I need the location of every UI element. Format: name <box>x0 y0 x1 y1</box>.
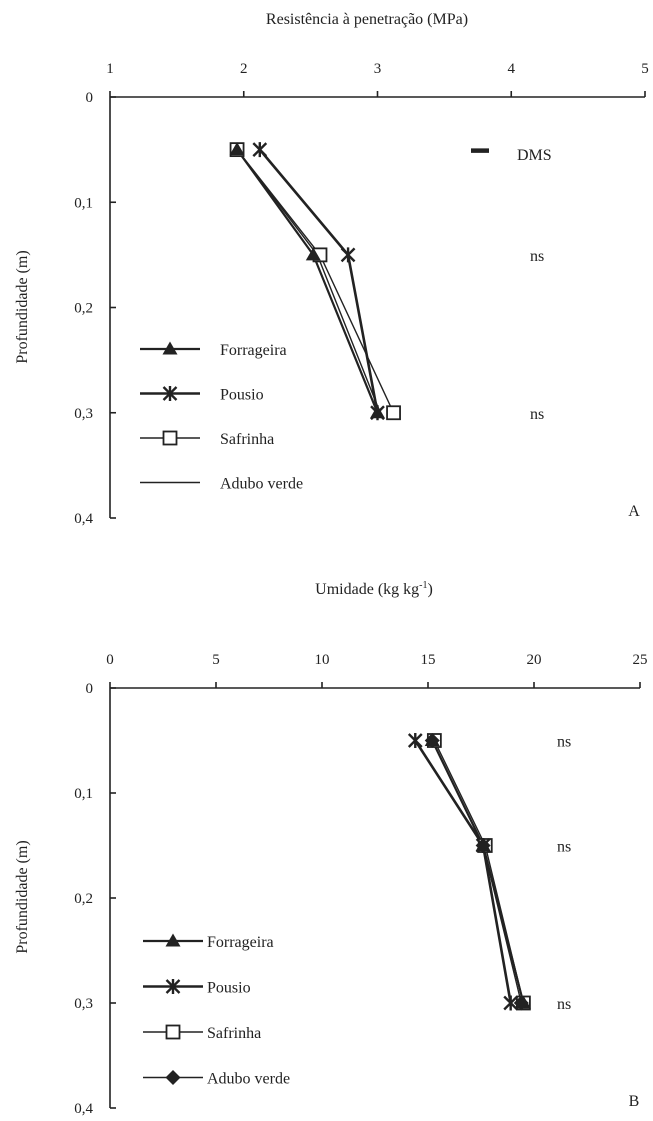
panel-b-point-adubo-verde <box>513 995 529 1011</box>
panel-b-series-line-pousio <box>414 739 512 1004</box>
legend-label: Forrageira <box>207 934 274 951</box>
legend-label: Safrinha <box>207 1025 261 1042</box>
legend-marker-asterisk <box>165 979 181 994</box>
panel-a-legend-item-pousio: Pousio <box>140 386 264 404</box>
legend-marker-square <box>162 430 178 446</box>
panel-a-plot: 1 2 3 4 5 0 0,1 0,2 0,3 0,4 ns ns Forrageira Pousio Sa… <box>74 61 649 527</box>
panel-b-x-axis-title-sup: -1 <box>419 580 427 591</box>
legend-marker-asterisk <box>162 386 178 401</box>
panel-a-point-pousio <box>370 405 385 421</box>
legend-label: Forrageira <box>220 342 287 359</box>
panel-b-y-tick-label: 0 <box>86 681 94 697</box>
panel-a-y-tick-label: 0 <box>86 90 94 106</box>
panel-a-label: A <box>628 503 640 520</box>
panel-a-series-line-pousio <box>258 148 379 413</box>
legend-marker-diamond <box>165 1070 181 1085</box>
panel-b-y-tick-label: 0,1 <box>74 786 93 802</box>
panel-b-legend: Forrageira Pousio Safrinha Adubo verde <box>143 933 290 1088</box>
panel-b-y-tick-label: 0,2 <box>74 891 93 907</box>
legend-marker-triangle <box>162 341 178 355</box>
legend-label: Adubo verde <box>207 1071 290 1088</box>
panel-a-annotation: ns <box>530 406 544 423</box>
legend-label: Pousio <box>207 980 251 997</box>
panel-b-x-tick-label: 15 <box>421 652 436 668</box>
panel-b-legend-item-adubo-verde: Adubo verde <box>143 1070 290 1088</box>
panel-a-x-tick-label: 5 <box>641 61 649 77</box>
panel-b-x-tick-label: 0 <box>106 652 114 668</box>
panel-b-point-adubo-verde <box>475 838 491 853</box>
panel-a-y-tick-label: 0,2 <box>74 301 93 317</box>
panel-b-annotation: ns <box>557 839 571 856</box>
panel-a-legend-item-adubo-verde: Adubo verde <box>140 476 303 493</box>
panel-a-point-pousio <box>252 142 268 158</box>
panel-b-legend-item-pousio: Pousio <box>143 979 251 997</box>
panel-b-point-pousio <box>407 733 423 748</box>
legend-marker-square <box>165 1024 181 1040</box>
panel-b-plot: 0 5 10 15 20 25 0 0,1 0,2 0,3 0,4 ns ns ns Forrageira P… <box>74 652 647 1117</box>
panel-b-y-tick-label: 0,4 <box>74 1101 93 1117</box>
panel-a-series-line-forrageira <box>236 148 379 414</box>
panel-a-point-pousio <box>340 247 356 263</box>
panel-b-x-axis-title-main: Umidade (kg kg <box>315 581 419 598</box>
panel-b-legend-item-safrinha: Safrinha <box>143 1024 261 1042</box>
panel-b-x-tick-label: 10 <box>315 652 330 668</box>
panel-a-y-tick-label: 0,4 <box>74 511 93 527</box>
legend-label: Safrinha <box>220 431 274 448</box>
panel-b-annotation: ns <box>557 734 571 751</box>
panel-a-legend: Forrageira Pousio Safrinha Adubo verde <box>140 341 303 493</box>
panel-b-x-axis-title-end: ) <box>428 581 433 598</box>
panel-a-legend-item-safrinha: Safrinha <box>140 430 274 448</box>
panel-a-series-line-adubo-verde <box>236 149 381 414</box>
panel-a-x-tick-label: 4 <box>508 61 516 77</box>
panel-a-x-tick-label: 3 <box>374 61 382 77</box>
legend-marker-triangle <box>165 933 181 947</box>
panel-a-point-forrageira <box>305 247 321 261</box>
panel-b-x-tick-label: 25 <box>633 652 648 668</box>
panel-a-x-tick-label: 1 <box>106 61 114 77</box>
panel-b-series-line-forrageira <box>431 740 525 1004</box>
panel-b-annotation: ns <box>557 996 571 1013</box>
panel-a-x-tick-label: 2 <box>240 61 248 77</box>
panel-b-series-line-safrinha <box>433 740 525 1004</box>
panel-a-x-axis-title: Resistência à penetração (MPa) <box>266 11 468 28</box>
legend-label: Adubo verde <box>220 476 303 493</box>
panel-a-annotation: ns <box>530 248 544 265</box>
legend-label: Pousio <box>220 387 264 404</box>
panel-b-point-adubo-verde <box>424 733 440 748</box>
panel-a-y-tick-label: 0,1 <box>74 195 93 211</box>
panel-b-x-tick-label: 5 <box>212 652 220 668</box>
panel-b-label: B <box>629 1093 640 1110</box>
panel-b-y-axis-title: Profundidade (m) <box>14 840 31 953</box>
panel-a-point-safrinha <box>386 405 401 421</box>
panel-b-x-axis-title: Umidade (kg kg-1) <box>315 580 433 598</box>
panel-b-y-tick-label: 0,3 <box>74 996 93 1012</box>
chart-marks: 1 2 3 4 5 0 0,1 0,2 0,3 0,4 ns ns Forrageira Pousio Sa… <box>74 61 649 1117</box>
panel-a-legend-item-forrageira: Forrageira <box>140 341 287 359</box>
panel-a-dms-label: DMS <box>517 147 552 164</box>
panel-a-y-tick-label: 0,3 <box>74 406 93 422</box>
panel-b-legend-item-forrageira: Forrageira <box>143 933 274 951</box>
panel-a-y-axis-title: Profundidade (m) <box>14 250 31 363</box>
panel-b-series-line-adubo-verde <box>431 740 522 1004</box>
panel-b-x-tick-label: 20 <box>527 652 542 668</box>
panel-b-point-pousio <box>503 995 519 1011</box>
panel-a-point-forrageira <box>229 142 245 156</box>
